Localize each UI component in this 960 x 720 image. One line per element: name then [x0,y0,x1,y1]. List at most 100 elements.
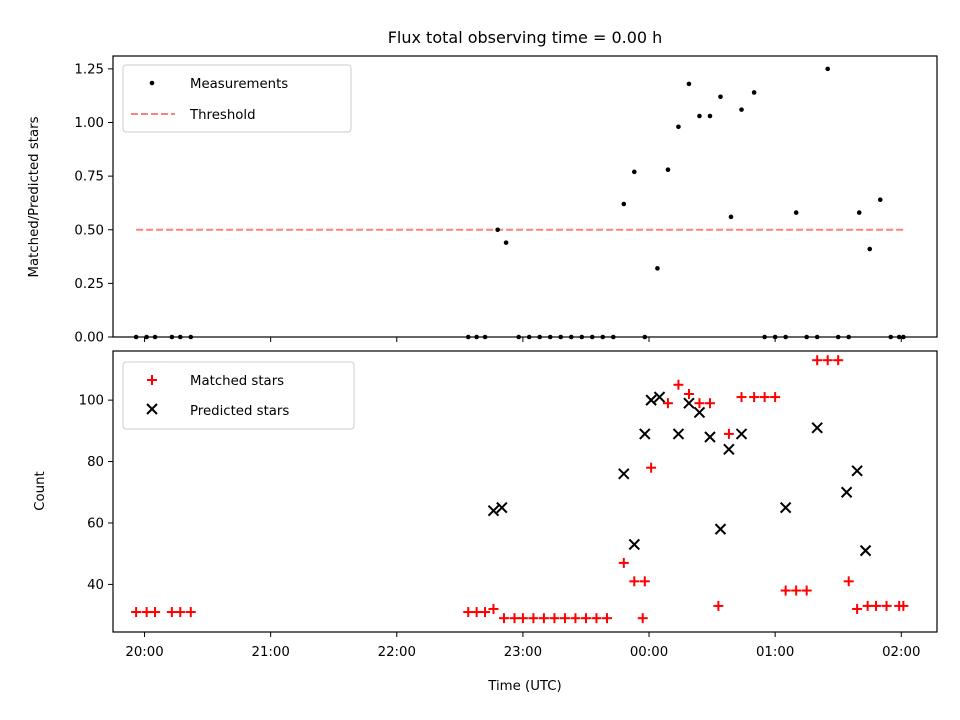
x-tick-label: 20:00 [125,645,163,660]
matched-star-point [852,603,863,614]
matched-star-point [131,607,142,618]
matched-star-point [736,392,747,403]
matched-star-point [498,613,509,624]
predicted-star-point [723,443,735,455]
measurement-point [495,227,500,233]
matched-star-point [141,607,152,618]
predicted-star-point [672,428,685,440]
measurement-point [718,94,723,100]
predicted-star-point [840,486,853,498]
legend-predicted-marker [146,403,158,415]
predicted-star-point [851,465,863,477]
matched-star-point [898,600,909,611]
bottom-legend-box [122,361,355,430]
measurement-point [503,240,509,245]
measurement-point [665,167,671,172]
matched-star-point [723,428,734,439]
measurement-point [751,90,757,95]
legend-predicted-label: Predicted stars [190,404,289,419]
matched-star-point [662,398,673,409]
matched-star-point [629,576,640,587]
matched-star-point [683,388,694,399]
matched-star-point [570,613,581,624]
x-tick-label: 00:00 [630,645,668,660]
predicted-star-point [628,538,641,551]
top-y-tick-label: 0.00 [74,331,104,346]
matched-star-point [881,600,892,611]
matched-star-point [694,398,705,409]
bottom-subplot: 40 60 80 100 20:00 21:00 22:00 23:00 00:00 01:00 0… [33,350,938,694]
predicted-star-point [714,523,727,535]
measurement-point [632,169,637,175]
measurement-point [793,210,799,215]
top-axes-frame [112,55,938,338]
matched-star-point [673,379,684,390]
predicted-star-point [487,504,500,517]
matched-star-point [591,613,602,624]
matched-star-point [559,613,570,624]
legend-threshold-label: Threshold [189,108,256,123]
matched-star-point [639,576,650,587]
bottom-marks-layer [131,355,909,624]
bottom-y-tick-label: 60 [87,517,104,532]
matched-star-point [538,613,549,624]
matched-star-point [749,392,760,403]
predicted-star-point [653,391,666,403]
matched-star-point [150,607,161,618]
matched-star-point [843,576,854,587]
predicted-star-point [683,397,695,409]
top-y-axis-label: Matched/Predicted stars [27,116,42,277]
bottom-ticks-layer: 40 60 80 100 20:00 21:00 22:00 23:00 00:00 01:00 0… [79,394,921,660]
legend-matched-label: Matched stars [190,374,284,389]
matched-star-point [488,603,499,614]
measurement-point [686,81,692,87]
legend-measurements-label: Measurements [190,77,288,92]
matched-star-point [166,607,177,618]
matched-star-point [580,613,591,624]
top-y-tick-label: 1.25 [74,62,104,77]
measurement-point [707,113,713,119]
predicted-star-point [779,501,792,514]
matched-star-point [791,585,802,596]
predicted-star-point [704,431,716,443]
matched-star-point [759,392,770,403]
matched-star-point [185,607,196,618]
x-axis-label: Time (UTC) [487,679,562,694]
top-ticks-layer: 0.00 0.25 0.50 0.75 1.00 1.25 [74,62,902,346]
x-tick-label: 22:00 [378,645,416,660]
measurement-point [697,113,702,119]
measurement-point [825,66,830,72]
measurement-point [728,214,734,220]
bottom-y-tick-label: 100 [79,394,104,409]
top-legend-box [122,64,352,133]
matched-star-point [549,613,560,624]
top-y-tick-label: 0.25 [74,277,104,292]
predicted-star-point [496,501,508,514]
matched-star-point [822,355,833,366]
bottom-axes-frame [112,350,938,633]
measurement-point [676,124,681,130]
matched-star-point [463,607,474,618]
legend-measurements-marker [149,80,155,86]
measurement-point [867,246,873,252]
top-chart-title: Flux total observing time = 0.00 h [388,28,663,47]
predicted-star-point [811,422,823,434]
matched-star-point [471,607,482,618]
matched-star-point [646,462,657,473]
matched-star-point [618,557,629,568]
measurement-point [877,197,883,203]
matched-star-point [601,613,612,624]
predicted-star-point [618,468,630,480]
x-tick-label: 01:00 [756,645,794,660]
predicted-star-point [639,428,651,440]
matched-star-point [713,600,724,611]
measurement-point [655,266,660,271]
matched-star-point [517,613,528,624]
matched-star-point [175,607,186,618]
matched-star-point [801,585,812,596]
bottom-legend: Matched stars Predicted stars [122,361,355,430]
x-tick-label: 21:00 [251,645,289,660]
bottom-y-tick-label: 80 [87,455,104,470]
matched-star-point [770,392,781,403]
